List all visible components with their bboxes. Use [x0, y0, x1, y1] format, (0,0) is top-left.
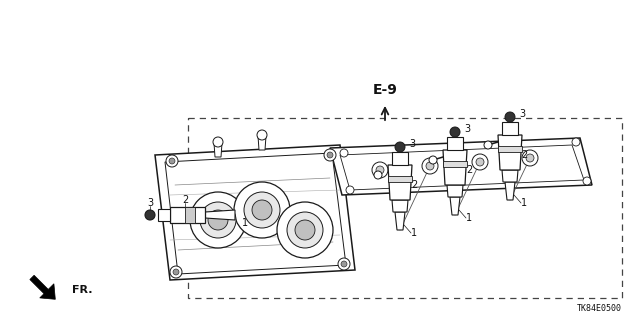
- Polygon shape: [185, 207, 195, 223]
- Polygon shape: [155, 145, 355, 280]
- Polygon shape: [170, 207, 205, 223]
- Polygon shape: [205, 210, 235, 220]
- Circle shape: [572, 138, 580, 146]
- Text: E-9: E-9: [372, 83, 397, 97]
- Text: 2: 2: [521, 150, 527, 160]
- Circle shape: [395, 142, 405, 152]
- Polygon shape: [165, 153, 346, 274]
- Circle shape: [234, 182, 290, 238]
- Polygon shape: [502, 122, 518, 135]
- Text: 3: 3: [409, 139, 415, 149]
- Polygon shape: [214, 143, 222, 157]
- Circle shape: [346, 186, 354, 194]
- Text: 3: 3: [519, 109, 525, 119]
- Polygon shape: [505, 182, 515, 200]
- Polygon shape: [330, 138, 592, 195]
- Circle shape: [374, 171, 382, 179]
- Circle shape: [340, 149, 348, 157]
- Text: FR.: FR.: [72, 285, 93, 295]
- Text: 1: 1: [466, 213, 472, 223]
- Circle shape: [169, 158, 175, 164]
- Circle shape: [295, 220, 315, 240]
- Circle shape: [170, 266, 182, 278]
- Circle shape: [472, 154, 488, 170]
- Polygon shape: [443, 150, 467, 185]
- Text: TK84E0500: TK84E0500: [577, 304, 622, 313]
- Polygon shape: [443, 161, 467, 167]
- Text: 1: 1: [411, 228, 417, 238]
- Polygon shape: [158, 209, 170, 221]
- Circle shape: [257, 130, 267, 140]
- Circle shape: [341, 261, 347, 267]
- Polygon shape: [447, 137, 463, 150]
- Circle shape: [450, 127, 460, 137]
- Polygon shape: [395, 212, 405, 230]
- Polygon shape: [498, 135, 522, 170]
- Circle shape: [145, 210, 155, 220]
- Circle shape: [200, 202, 236, 238]
- Polygon shape: [258, 136, 266, 150]
- Circle shape: [422, 158, 438, 174]
- Circle shape: [338, 258, 350, 270]
- Circle shape: [522, 150, 538, 166]
- Circle shape: [505, 112, 515, 122]
- Polygon shape: [340, 145, 584, 190]
- Text: 1: 1: [521, 198, 527, 208]
- Polygon shape: [388, 165, 412, 200]
- Circle shape: [190, 192, 246, 248]
- Circle shape: [208, 210, 228, 230]
- Text: 2: 2: [466, 165, 472, 175]
- Text: 1: 1: [242, 218, 248, 228]
- Circle shape: [324, 149, 336, 161]
- Text: 3: 3: [147, 198, 153, 208]
- Circle shape: [213, 137, 223, 147]
- Circle shape: [426, 162, 434, 170]
- Text: 3: 3: [464, 124, 470, 134]
- Polygon shape: [392, 200, 408, 212]
- Circle shape: [252, 200, 272, 220]
- Circle shape: [173, 269, 179, 275]
- Polygon shape: [388, 176, 412, 182]
- Polygon shape: [392, 152, 408, 165]
- Circle shape: [244, 192, 280, 228]
- Polygon shape: [447, 185, 463, 197]
- Text: 2: 2: [411, 180, 417, 190]
- Polygon shape: [502, 170, 518, 182]
- Circle shape: [376, 166, 384, 174]
- Circle shape: [429, 156, 437, 164]
- Circle shape: [327, 152, 333, 158]
- Circle shape: [277, 202, 333, 258]
- Circle shape: [526, 154, 534, 162]
- Text: 2: 2: [182, 195, 188, 205]
- Polygon shape: [450, 197, 460, 215]
- Circle shape: [583, 177, 591, 185]
- Circle shape: [287, 212, 323, 248]
- Polygon shape: [498, 146, 522, 152]
- Circle shape: [476, 158, 484, 166]
- Circle shape: [166, 155, 178, 167]
- Circle shape: [484, 141, 492, 149]
- Circle shape: [372, 162, 388, 178]
- Polygon shape: [30, 275, 55, 299]
